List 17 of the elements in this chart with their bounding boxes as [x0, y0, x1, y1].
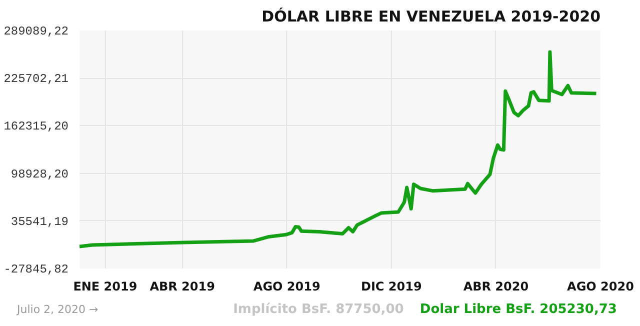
- y-tick-label: 162315,20: [4, 120, 68, 134]
- x-tick-label: ABR 2020: [463, 280, 529, 294]
- y-tick-label: -27845,82: [4, 262, 68, 276]
- x-tick-label: AGO 2019: [253, 280, 320, 294]
- x-tick-label: DIC 2019: [361, 280, 422, 294]
- x-tick-label: AGO 2020: [567, 280, 634, 294]
- text: Dolar Libre BsF. 205230,73: [420, 301, 617, 319]
- y-tick-label: 35541,19: [10, 214, 68, 229]
- text: Julio 2, 2020 →: [17, 302, 100, 318]
- y-tick-label: 98928,20: [10, 167, 68, 182]
- y-tick-label: 289089,22: [4, 24, 68, 38]
- text: Implícito BsF. 87750,00: [233, 301, 404, 319]
- x-tick-label: ABR 2019: [150, 280, 215, 294]
- x-tick-label: ENE 2019: [73, 280, 138, 294]
- y-tick-label: 225702,21: [4, 72, 68, 86]
- chart-title: DÓLAR LIBRE EN VENEZUELA 2019-2020: [262, 8, 600, 26]
- line-series: [80, 50, 598, 248]
